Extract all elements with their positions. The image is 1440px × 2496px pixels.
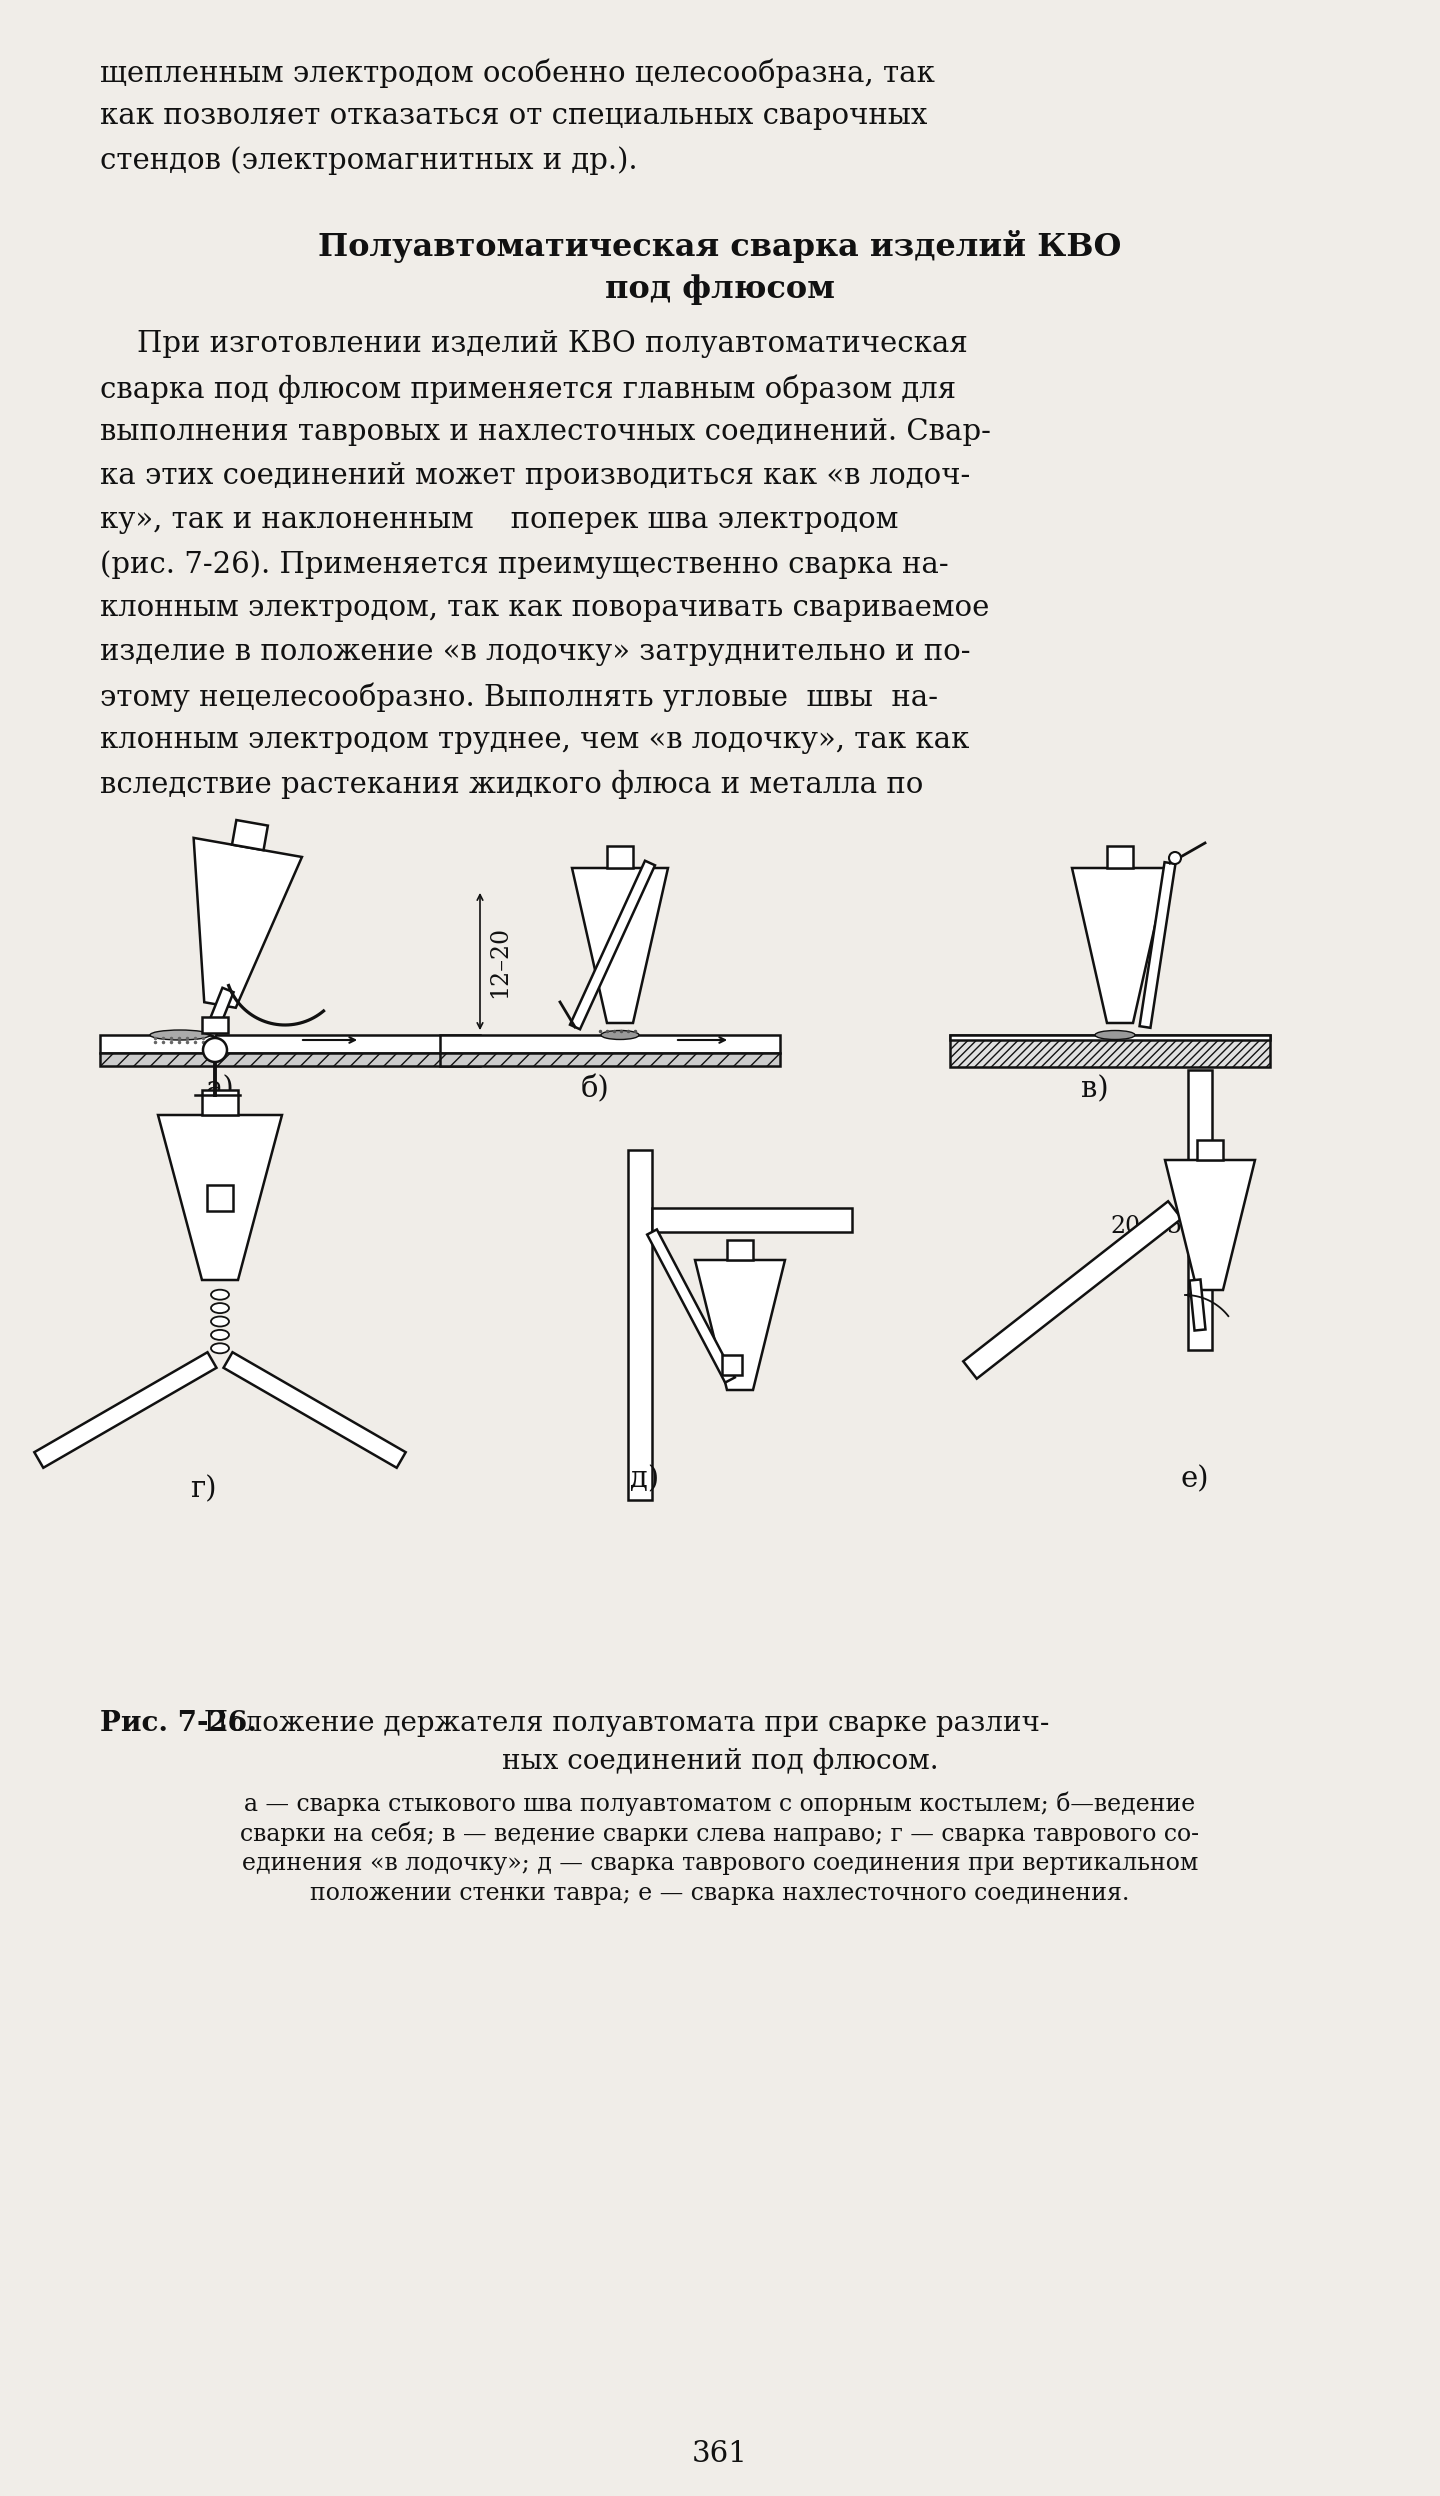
Bar bbox=[441, 1036, 780, 1053]
Polygon shape bbox=[647, 1231, 734, 1383]
Ellipse shape bbox=[600, 1031, 639, 1038]
Text: 12–20: 12–20 bbox=[488, 926, 511, 998]
Text: е): е) bbox=[1179, 1465, 1208, 1493]
Bar bbox=[1188, 1071, 1212, 1350]
Text: сварки на себя; в — ведение сварки слева направо; г — сварка таврового со-: сварки на себя; в — ведение сварки слева… bbox=[240, 1822, 1200, 1847]
Polygon shape bbox=[1071, 869, 1168, 1023]
Text: под флюсом: под флюсом bbox=[605, 275, 835, 305]
Polygon shape bbox=[696, 1260, 785, 1390]
Text: щепленным электродом особенно целесообразна, так: щепленным электродом особенно целесообра… bbox=[99, 57, 935, 87]
Polygon shape bbox=[232, 821, 268, 851]
Text: стендов (электромагнитных и др.).: стендов (электромагнитных и др.). bbox=[99, 145, 638, 175]
Text: Положение держателя полуавтомата при сварке различ-: Положение держателя полуавтомата при сва… bbox=[194, 1710, 1050, 1737]
Polygon shape bbox=[1139, 861, 1175, 1028]
Polygon shape bbox=[35, 1353, 216, 1468]
Ellipse shape bbox=[212, 1315, 229, 1325]
Text: изделие в положение «в лодочку» затруднительно и по-: изделие в положение «в лодочку» затрудни… bbox=[99, 639, 971, 666]
Text: ку», так и наклоненным    поперек шва электродом: ку», так и наклоненным поперек шва элект… bbox=[99, 507, 899, 534]
Text: положении стенки тавра; е — сварка нахлесточного соединения.: положении стенки тавра; е — сварка нахле… bbox=[310, 1882, 1130, 1904]
Bar bbox=[99, 1036, 480, 1053]
Text: единения «в лодочку»; д — сварка таврового соединения при вертикальном: единения «в лодочку»; д — сварка таврово… bbox=[242, 1852, 1198, 1874]
Bar bbox=[202, 1091, 238, 1116]
Text: а — сварка стыкового шва полуавтоматом с опорным костылем; б—ведение: а — сварка стыкового шва полуавтоматом с… bbox=[245, 1792, 1195, 1817]
Text: сварка под флюсом применяется главным образом для: сварка под флюсом применяется главным об… bbox=[99, 374, 956, 404]
Text: 361: 361 bbox=[693, 2441, 747, 2469]
Text: д): д) bbox=[631, 1465, 660, 1493]
Text: в): в) bbox=[1081, 1076, 1109, 1103]
Text: б): б) bbox=[580, 1076, 609, 1103]
Text: выполнения тавровых и нахлесточных соединений. Свар-: выполнения тавровых и нахлесточных соеди… bbox=[99, 417, 991, 447]
Polygon shape bbox=[193, 839, 302, 1008]
Text: При изготовлении изделий КВО полуавтоматическая: При изготовлении изделий КВО полуавтомат… bbox=[99, 329, 968, 357]
Text: а): а) bbox=[206, 1076, 235, 1103]
Text: (рис. 7-26). Применяется преимущественно сварка на-: (рис. 7-26). Применяется преимущественно… bbox=[99, 549, 949, 579]
Ellipse shape bbox=[212, 1290, 229, 1300]
Bar bbox=[99, 1053, 480, 1066]
Bar bbox=[628, 1151, 652, 1500]
Text: Рис. 7-26.: Рис. 7-26. bbox=[99, 1710, 256, 1737]
Polygon shape bbox=[223, 1353, 406, 1468]
Text: ка этих соединений может производиться как «в лодоч-: ка этих соединений может производиться к… bbox=[99, 462, 971, 489]
Text: г): г) bbox=[190, 1475, 216, 1503]
Text: 20–45°: 20–45° bbox=[1110, 1216, 1194, 1238]
Text: Полуавтоматическая сварка изделий КВО: Полуавтоматическая сварка изделий КВО bbox=[318, 230, 1122, 262]
Polygon shape bbox=[204, 988, 233, 1038]
Text: этому нецелесообразно. Выполнять угловые  швы  на-: этому нецелесообразно. Выполнять угловые… bbox=[99, 681, 937, 711]
Ellipse shape bbox=[212, 1343, 229, 1353]
Bar bbox=[1197, 1141, 1223, 1161]
Text: клонным электродом труднее, чем «в лодочку», так как: клонным электродом труднее, чем «в лодоч… bbox=[99, 726, 969, 754]
Circle shape bbox=[203, 1038, 228, 1061]
Circle shape bbox=[1169, 851, 1181, 864]
Ellipse shape bbox=[212, 1303, 229, 1313]
Polygon shape bbox=[572, 869, 668, 1023]
Bar bbox=[207, 1186, 233, 1211]
Polygon shape bbox=[1189, 1280, 1205, 1330]
Bar bbox=[441, 1053, 780, 1066]
Text: ных соединений под флюсом.: ных соединений под флюсом. bbox=[501, 1747, 939, 1775]
Text: вследствие растекания жидкого флюса и металла по: вследствие растекания жидкого флюса и ме… bbox=[99, 769, 923, 799]
Bar bbox=[1107, 846, 1133, 869]
Bar bbox=[652, 1208, 852, 1233]
Bar bbox=[608, 846, 634, 869]
Ellipse shape bbox=[212, 1330, 229, 1340]
Bar bbox=[202, 1016, 228, 1033]
Text: как позволяет отказаться от специальных сварочных: как позволяет отказаться от специальных … bbox=[99, 102, 927, 130]
Polygon shape bbox=[963, 1201, 1182, 1378]
Polygon shape bbox=[1165, 1161, 1256, 1290]
Bar bbox=[727, 1241, 753, 1260]
Text: клонным электродом, так как поворачивать свариваемое: клонным электродом, так как поворачивать… bbox=[99, 594, 989, 622]
Polygon shape bbox=[570, 861, 655, 1028]
Ellipse shape bbox=[1094, 1031, 1135, 1038]
Ellipse shape bbox=[150, 1031, 210, 1041]
Polygon shape bbox=[158, 1116, 282, 1280]
Bar bbox=[721, 1355, 742, 1375]
Bar bbox=[950, 1036, 1270, 1041]
Bar bbox=[950, 1036, 1270, 1066]
